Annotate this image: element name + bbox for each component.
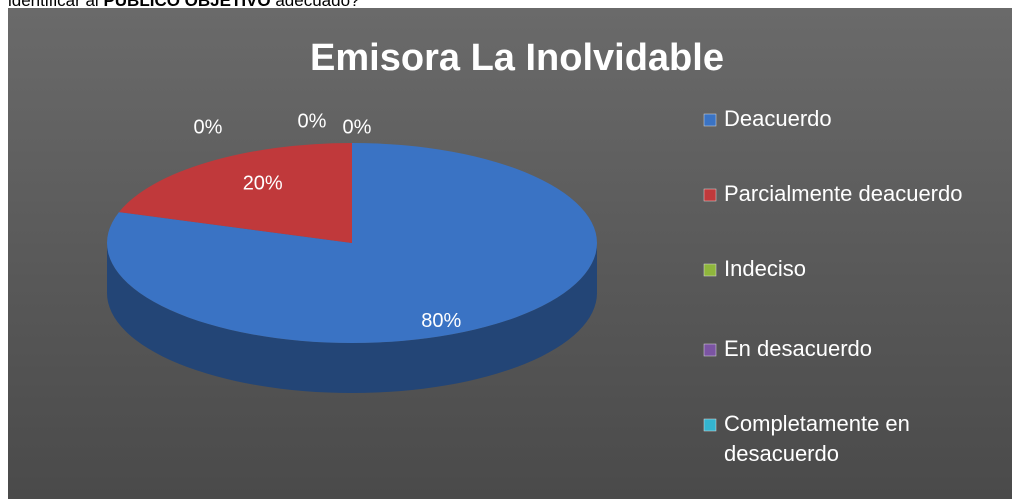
data-label: 0% — [194, 116, 223, 138]
header-part: PÚBLICO OBJETIVO — [103, 0, 271, 10]
data-label: 20% — [243, 173, 283, 195]
header-part: identificar al — [8, 0, 104, 10]
legend-label: En desacuerdo — [724, 336, 872, 361]
data-label: 0% — [298, 110, 327, 132]
legend-swatch — [703, 418, 717, 432]
legend-label: Completamente en desacuerdo — [724, 411, 910, 466]
header-text: identificar al PÚBLICO OBJETIVO adecuado… — [8, 0, 360, 11]
header-part: adecuado? — [270, 0, 360, 10]
legend-label: Indeciso — [724, 256, 806, 281]
pie-side — [107, 243, 597, 393]
pie-slice — [118, 143, 352, 243]
legend-label: Parcialmente deacuerdo — [724, 181, 962, 206]
legend-line: desacuerdo — [724, 441, 839, 466]
legend-swatch — [703, 343, 717, 357]
legend-label: Deacuerdo — [724, 106, 832, 131]
legend-swatch — [703, 113, 717, 127]
legend-line: Completamente en — [724, 411, 910, 436]
legend-swatch — [703, 263, 717, 277]
data-label: 80% — [421, 310, 461, 332]
chart-title: Emisora La Inolvidable — [310, 37, 724, 79]
legend-swatch — [703, 188, 717, 202]
data-label: 0% — [343, 116, 372, 138]
